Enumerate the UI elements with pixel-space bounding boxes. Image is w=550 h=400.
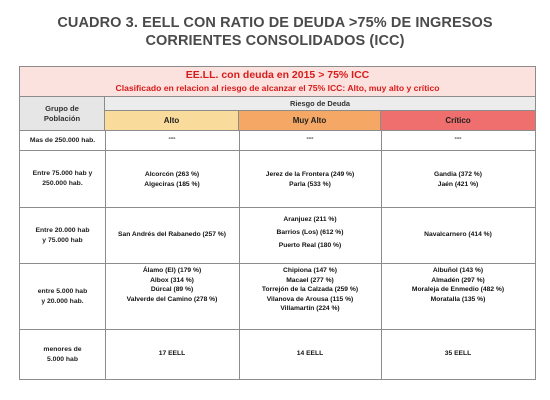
municipality-entry: Macael (277 %): [286, 276, 334, 284]
table-cell-critico: Albuñol (143 %) Almadén (297 %) Moraleja…: [381, 266, 535, 304]
municipality-entry: Barrios (Los) (612 %): [276, 228, 344, 236]
municipality-entry: San Andrés del Rabanedo (257 %): [118, 231, 226, 238]
row-group-label: Entre 20.000 hab y 75.000 hab: [20, 208, 105, 263]
municipality-entry: Jerez de la Frontera (249 %): [265, 171, 355, 178]
municipality-entry: Alcorcón (263 %): [144, 171, 200, 178]
municipality-entry: Dúrcal (89 %): [150, 286, 194, 293]
table-cell-alto: Álamo (El) (179 %) Albox (314 %) Dúrcal …: [105, 266, 239, 304]
table-cell-critico: ---: [454, 135, 462, 142]
row-divider: [20, 263, 535, 264]
municipality-entry: Moraleja de Enmedio (482 %): [411, 286, 505, 293]
municipality-entry: Albox (314 %): [150, 276, 194, 284]
table-cell-critico: 35 EELL: [444, 350, 472, 357]
column-divider: [239, 131, 240, 379]
table-cell-muy-alto: Aranjuez (211 %) Barrios (Los) (612 %) P…: [239, 215, 381, 251]
column-header-alto: Alto: [105, 111, 239, 131]
municipality-entry: Chipiona (147 %): [283, 267, 337, 274]
group-line: Mas de 250.000 hab.: [29, 136, 96, 144]
table-cell-muy-alto: Chipiona (147 %) Macael (277 %) Torrejón…: [239, 266, 381, 314]
table-cell-alto: San Andrés del Rabanedo (257 %): [105, 230, 239, 240]
title-line-2: CORRIENTES CONSOLIDADOS (ICC): [145, 33, 405, 49]
row-group-label: Mas de 250.000 hab.: [20, 131, 105, 150]
municipality-entry: Albuñol (143 %): [432, 267, 484, 274]
table-cell-muy-alto: ---: [306, 135, 314, 142]
group-line: Entre 75.000 hab y: [32, 170, 93, 177]
column-divider: [105, 131, 106, 379]
grupo-header-line-1: Grupo de: [45, 103, 79, 113]
table-cell-alto: ---: [168, 135, 176, 142]
municipality-entry: Algeciras (185 %): [144, 180, 200, 188]
municipality-entry: Álamo (El) (179 %): [142, 267, 202, 274]
table-cell-critico: Gandia (372 %) Jaén (421 %): [381, 170, 535, 189]
column-divider: [381, 131, 382, 379]
municipality-entry: Valverde del Camino (278 %): [126, 295, 218, 303]
municipality-entry: Puerto Real (180 %): [278, 242, 342, 249]
row-group-label: entre 5.000 hab y 20.000 hab.: [20, 264, 105, 329]
debt-table: EE.LL. con deuda en 2015 > 75% ICC Clasi…: [19, 66, 536, 380]
grupo-header-line-2: Población: [43, 113, 81, 123]
column-header-grupo: Grupo de Población: [20, 97, 105, 131]
group-line: y 75.000 hab: [42, 236, 83, 244]
page-title: CUADRO 3. EELL CON RATIO DE DEUDA >75% D…: [0, 14, 550, 50]
group-line: entre 5.000 hab: [37, 287, 88, 295]
table-cell-alto: 17 EELL: [158, 350, 186, 357]
row-divider: [20, 329, 535, 330]
municipality-entry: Almadén (297 %): [431, 276, 485, 284]
column-header-muy-alto: Muy Alto: [239, 111, 381, 131]
table-cell-alto: Alcorcón (263 %) Algeciras (185 %): [105, 170, 239, 189]
municipality-entry: Jaén (421 %): [437, 180, 479, 188]
municipality-entry: Navalcarnero (414 %): [424, 231, 492, 238]
table-cell-critico: Navalcarnero (414 %): [381, 230, 535, 240]
municipality-entry: Torrejón de la Calzada (259 %): [261, 286, 359, 293]
municipality-entry: Aranjuez (211 %): [283, 216, 337, 223]
group-line: 250.000 hab.: [42, 180, 83, 187]
municipality-entry: Vilanova de Arousa (115 %): [266, 295, 354, 303]
municipality-entry: Parla (533 %): [289, 180, 331, 188]
column-header-critico: Crítico: [381, 111, 535, 131]
group-line: Entre 20.000 hab: [35, 226, 90, 234]
banner-subtitle: Clasificado en relacion al riesgo de alc…: [115, 83, 440, 93]
municipality-entry: Moratalla (135 %): [430, 295, 486, 303]
row-group-label: Entre 75.000 hab y 250.000 hab.: [20, 151, 105, 207]
title-line-1: CUADRO 3. EELL CON RATIO DE DEUDA >75% D…: [57, 15, 493, 31]
municipality-entry: Gandia (372 %): [434, 171, 482, 178]
banner-title: EE.LL. con deuda en 2015 > 75% ICC: [185, 69, 370, 81]
column-header-riesgo: Riesgo de Deuda: [105, 97, 535, 111]
table-header-banner: EE.LL. con deuda en 2015 > 75% ICC Clasi…: [20, 67, 535, 97]
row-group-label: menores de 5.000 hab: [20, 330, 105, 379]
row-divider: [20, 150, 535, 151]
table-cell-muy-alto: Jerez de la Frontera (249 %) Parla (533 …: [239, 170, 381, 189]
table-cell-muy-alto: 14 EELL: [296, 350, 324, 357]
municipality-entry: Villamartín (224 %): [280, 305, 340, 312]
group-line: 5.000 hab: [47, 355, 78, 363]
group-line: menores de: [43, 345, 82, 353]
group-line: y 20.000 hab.: [41, 297, 84, 305]
row-divider: [20, 207, 535, 208]
